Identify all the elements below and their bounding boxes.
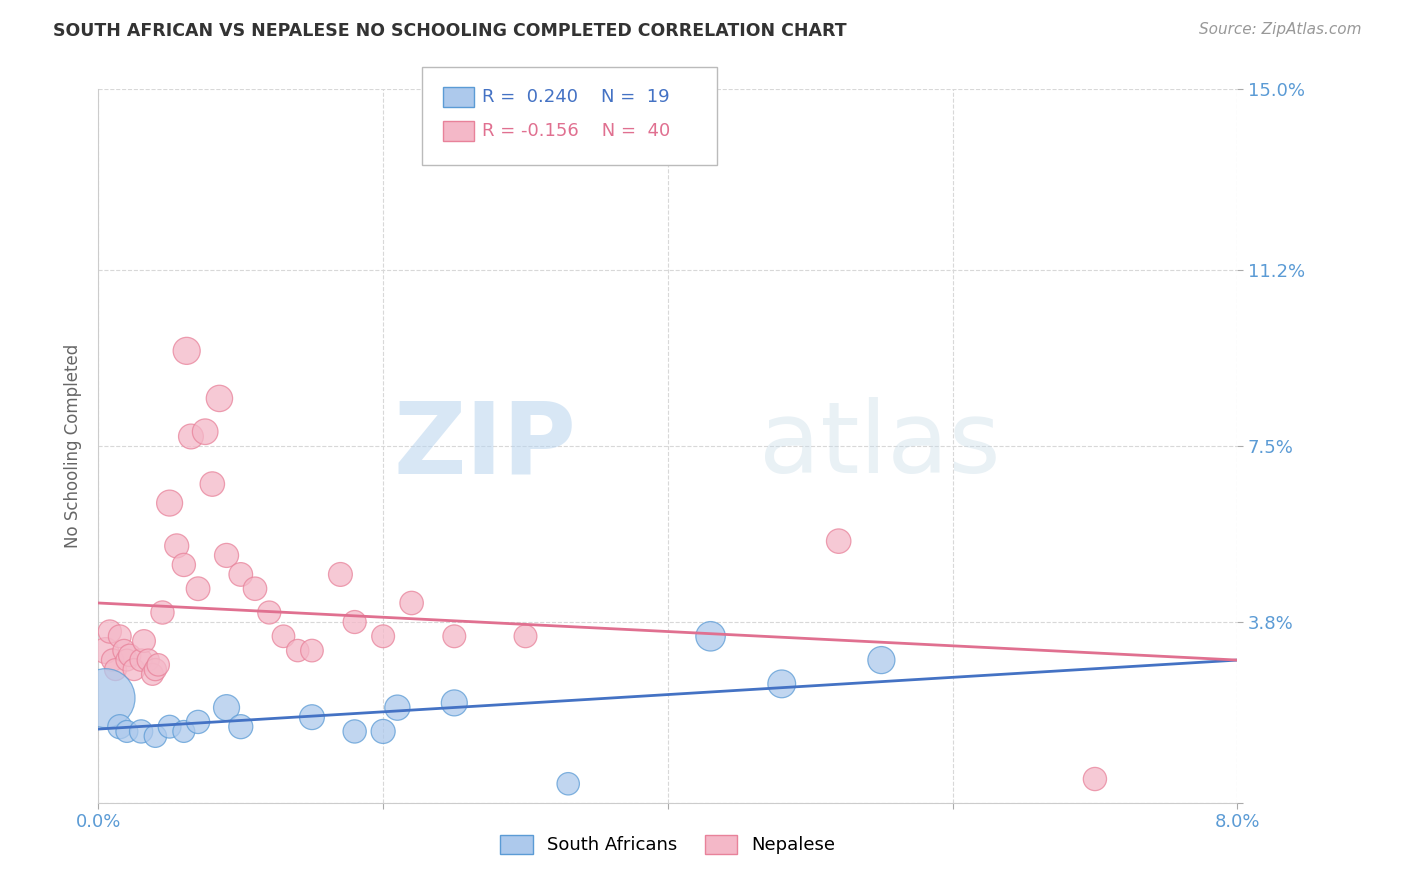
Point <box>515 629 537 643</box>
Point <box>187 714 209 729</box>
Point <box>259 606 281 620</box>
Point <box>387 700 409 714</box>
Point <box>145 729 167 743</box>
Point <box>557 777 579 791</box>
Text: R = -0.156    N =  40: R = -0.156 N = 40 <box>482 122 671 140</box>
Point <box>329 567 352 582</box>
Point <box>115 724 138 739</box>
Point <box>159 496 181 510</box>
Point <box>371 629 394 643</box>
Point <box>108 720 131 734</box>
Point <box>118 648 141 663</box>
Y-axis label: No Schooling Completed: No Schooling Completed <box>65 344 83 548</box>
Point <box>870 653 893 667</box>
Point <box>287 643 309 657</box>
Point <box>215 700 238 714</box>
Point <box>301 643 323 657</box>
Point <box>201 477 224 491</box>
Point <box>108 629 131 643</box>
Point <box>243 582 266 596</box>
Point <box>145 663 167 677</box>
Text: R =  0.240    N =  19: R = 0.240 N = 19 <box>482 88 669 106</box>
Point <box>104 663 127 677</box>
Point <box>159 720 181 734</box>
Point <box>1084 772 1107 786</box>
Point <box>343 615 366 629</box>
Point <box>180 429 202 443</box>
Point <box>187 582 209 596</box>
Point <box>141 667 163 681</box>
Point <box>94 691 117 706</box>
Point <box>122 663 145 677</box>
Point <box>273 629 295 643</box>
Point <box>229 720 252 734</box>
Point <box>115 653 138 667</box>
Point <box>229 567 252 582</box>
Point <box>101 653 124 667</box>
Point <box>208 392 231 406</box>
Legend: South Africans, Nepalese: South Africans, Nepalese <box>494 828 842 862</box>
Text: Source: ZipAtlas.com: Source: ZipAtlas.com <box>1198 22 1361 37</box>
Point <box>136 653 159 667</box>
Point <box>371 724 394 739</box>
Point <box>98 624 121 639</box>
Point <box>301 710 323 724</box>
Point <box>152 606 174 620</box>
Point <box>148 657 170 672</box>
Text: SOUTH AFRICAN VS NEPALESE NO SCHOOLING COMPLETED CORRELATION CHART: SOUTH AFRICAN VS NEPALESE NO SCHOOLING C… <box>53 22 846 40</box>
Text: atlas: atlas <box>759 398 1001 494</box>
Point <box>215 549 238 563</box>
Point <box>699 629 721 643</box>
Point <box>173 724 195 739</box>
Point <box>194 425 217 439</box>
Point <box>94 643 117 657</box>
Point <box>443 629 465 643</box>
Point <box>828 534 851 549</box>
Point <box>112 643 135 657</box>
Point <box>129 724 152 739</box>
Point <box>176 343 198 358</box>
Point <box>343 724 366 739</box>
Point <box>401 596 423 610</box>
Point <box>443 696 465 710</box>
Point <box>129 653 152 667</box>
Point <box>770 677 793 691</box>
Point <box>173 558 195 572</box>
Point <box>132 634 155 648</box>
Text: ZIP: ZIP <box>394 398 576 494</box>
Point <box>166 539 188 553</box>
